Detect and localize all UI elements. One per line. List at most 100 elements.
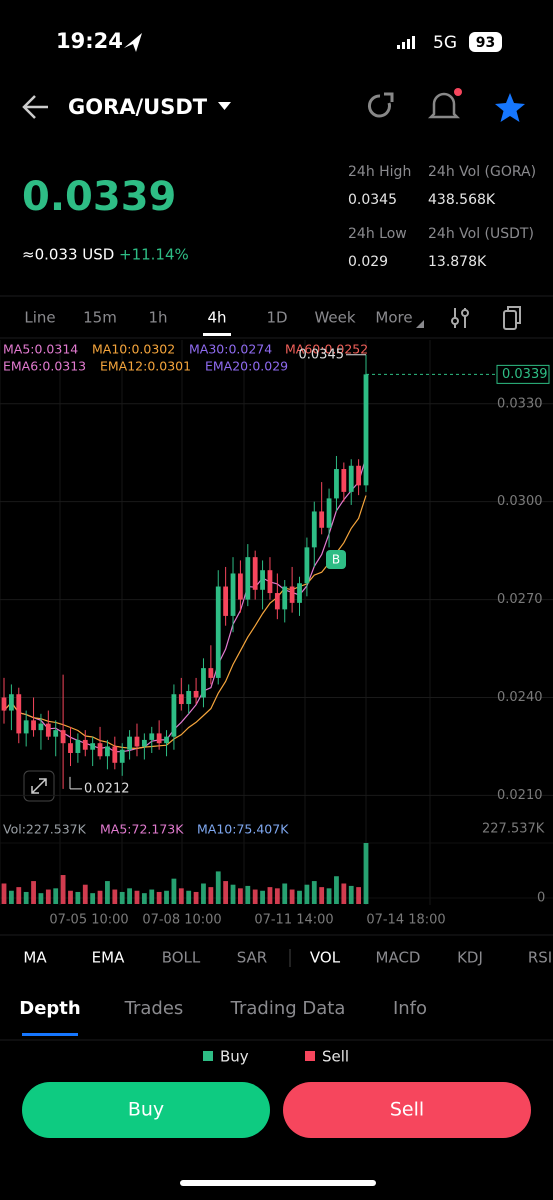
favorite-icon[interactable] bbox=[495, 93, 525, 122]
pair-name[interactable]: GORA/USDT bbox=[68, 95, 208, 119]
interval-tab[interactable]: Week bbox=[314, 309, 355, 327]
volume-bar bbox=[304, 884, 310, 904]
y-tick-label: 0.0330 bbox=[497, 396, 543, 411]
candle-body bbox=[8, 694, 14, 711]
candle-body bbox=[1, 697, 7, 711]
volume-bar bbox=[112, 889, 118, 904]
y-tick-label: 0.0300 bbox=[497, 494, 543, 509]
interval-tab[interactable]: 15m bbox=[83, 309, 117, 327]
indicator-tab[interactable]: MA bbox=[23, 949, 47, 967]
candle-body bbox=[60, 730, 66, 744]
high-marker-label: 0.0345 bbox=[299, 347, 345, 362]
section-tab[interactable]: Trades bbox=[124, 998, 184, 1019]
candle-body bbox=[252, 557, 258, 590]
action-button[interactable] bbox=[283, 1082, 531, 1138]
pair-dropdown[interactable] bbox=[218, 102, 231, 110]
candle-body bbox=[82, 739, 88, 750]
ma-label: MA60:0.0252 bbox=[285, 342, 368, 357]
tab-underline bbox=[22, 1033, 78, 1036]
volume-label: MA5:72.173K bbox=[100, 822, 184, 837]
y-tick-label: 0.0270 bbox=[497, 592, 543, 607]
settings-icon[interactable] bbox=[451, 308, 469, 328]
volume-bar bbox=[141, 893, 147, 904]
signal-icon bbox=[397, 36, 415, 49]
alert-icon[interactable] bbox=[427, 88, 462, 119]
stat-label: 24h Vol (USDT) bbox=[428, 226, 534, 242]
volume-bar bbox=[208, 887, 214, 904]
interval-tab[interactable]: 1D bbox=[266, 309, 287, 327]
indicator-tab[interactable]: BOLL bbox=[162, 949, 201, 967]
interval-tab[interactable]: 4h bbox=[207, 309, 226, 327]
action-button-label[interactable]: Sell bbox=[390, 1099, 424, 1121]
trade-marker-box bbox=[326, 550, 346, 569]
volume-bar bbox=[134, 890, 140, 904]
volume-bar bbox=[356, 887, 362, 904]
interval-tab[interactable]: Line bbox=[24, 309, 55, 327]
candle-body bbox=[193, 690, 199, 698]
action-button-label[interactable]: Buy bbox=[128, 1099, 164, 1121]
candle-body bbox=[186, 690, 192, 705]
ma-label: MA5:0.0314 bbox=[3, 342, 78, 357]
x-tick-label: 07-11 14:00 bbox=[254, 913, 333, 928]
refresh-icon[interactable] bbox=[368, 92, 394, 118]
section-tab[interactable]: Info bbox=[393, 998, 427, 1019]
volume-bar bbox=[38, 893, 44, 904]
volume-bar bbox=[75, 891, 81, 904]
candle-body bbox=[304, 547, 310, 584]
volume-bar bbox=[45, 889, 51, 904]
candle-body bbox=[297, 583, 302, 603]
section-tab[interactable]: Trading Data bbox=[230, 998, 346, 1019]
candle-body bbox=[112, 746, 118, 763]
candle-body bbox=[223, 586, 229, 616]
candle-body bbox=[267, 570, 273, 594]
indicator-tab[interactable]: VOL bbox=[310, 949, 341, 967]
indicator-tab[interactable]: RSI bbox=[528, 949, 552, 967]
indicator-tab[interactable]: KDJ bbox=[457, 949, 483, 967]
legend-label: Sell bbox=[322, 1048, 349, 1066]
stat-value: 13.878K bbox=[428, 254, 487, 270]
volume-bar bbox=[363, 843, 369, 904]
fullscreen-icon[interactable] bbox=[503, 306, 521, 330]
candle-body bbox=[311, 511, 317, 548]
candle-body bbox=[149, 733, 155, 740]
candle-body bbox=[134, 736, 140, 747]
volume-bar bbox=[149, 889, 155, 904]
volume-bar bbox=[245, 885, 251, 904]
candle-body bbox=[245, 557, 251, 600]
action-button[interactable] bbox=[22, 1082, 270, 1138]
volume-bar bbox=[97, 890, 103, 904]
volume-bar bbox=[215, 871, 221, 904]
interval-tab[interactable]: More bbox=[375, 309, 412, 327]
candle-body bbox=[164, 736, 169, 744]
candle-body bbox=[201, 668, 206, 698]
volume-bar bbox=[119, 891, 125, 904]
stat-value: 0.029 bbox=[348, 254, 388, 270]
back-button[interactable] bbox=[22, 95, 48, 119]
volume-bar bbox=[297, 890, 302, 904]
indicator-tab[interactable]: EMA bbox=[92, 949, 125, 967]
volume-label: Vol:227.537K bbox=[3, 822, 87, 837]
section-tab[interactable]: Depth bbox=[19, 998, 80, 1019]
volume-bar bbox=[252, 889, 258, 904]
legend-label: Buy bbox=[220, 1048, 249, 1066]
stat-value: 438.568K bbox=[428, 192, 496, 208]
volume-bar bbox=[171, 878, 177, 904]
y-tick-label: 0.0240 bbox=[497, 690, 543, 705]
volume-bar bbox=[341, 883, 347, 904]
volume-bar bbox=[68, 890, 73, 904]
interval-underline bbox=[203, 333, 231, 336]
volume-bar bbox=[230, 884, 236, 904]
candle-body bbox=[141, 739, 147, 747]
candle-body bbox=[75, 739, 81, 753]
indicator-tab[interactable]: SAR bbox=[237, 949, 267, 967]
candle-body bbox=[215, 586, 221, 678]
interval-tab[interactable]: 1h bbox=[148, 309, 167, 327]
volume-bar bbox=[60, 875, 66, 904]
candle-body bbox=[97, 743, 103, 757]
expand-button[interactable] bbox=[23, 770, 55, 802]
volume-bar bbox=[201, 883, 206, 904]
x-tick-label: 07-14 18:00 bbox=[366, 913, 445, 928]
indicator-tab[interactable]: MACD bbox=[376, 949, 421, 967]
candle-body bbox=[45, 723, 51, 737]
